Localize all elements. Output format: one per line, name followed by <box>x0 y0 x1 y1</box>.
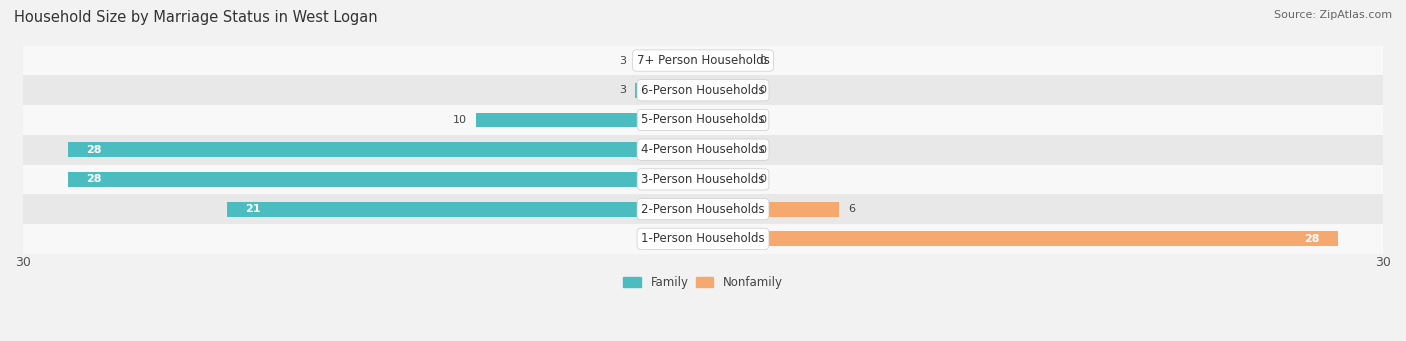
Bar <box>22 135 1384 165</box>
Bar <box>69 172 703 187</box>
Bar <box>703 232 1337 246</box>
Bar <box>226 202 703 217</box>
Text: 1-Person Households: 1-Person Households <box>641 232 765 245</box>
Bar <box>22 165 1384 194</box>
Bar <box>703 172 748 187</box>
Bar <box>22 75 1384 105</box>
Text: 28: 28 <box>86 174 101 184</box>
Text: 0: 0 <box>759 56 766 65</box>
Bar <box>69 142 703 157</box>
Text: 6: 6 <box>848 204 855 214</box>
Bar <box>22 194 1384 224</box>
Bar <box>703 83 748 98</box>
Text: Household Size by Marriage Status in West Logan: Household Size by Marriage Status in Wes… <box>14 10 378 25</box>
Bar <box>477 113 703 128</box>
Text: 5-Person Households: 5-Person Households <box>641 114 765 127</box>
Bar <box>703 142 748 157</box>
Text: 10: 10 <box>453 115 467 125</box>
Text: 3-Person Households: 3-Person Households <box>641 173 765 186</box>
Text: 0: 0 <box>759 174 766 184</box>
Text: 4-Person Households: 4-Person Households <box>641 143 765 156</box>
Bar <box>703 53 748 68</box>
Text: 28: 28 <box>86 145 101 155</box>
Bar <box>703 202 839 217</box>
Text: 0: 0 <box>759 145 766 155</box>
Text: 21: 21 <box>245 204 260 214</box>
Text: 3: 3 <box>619 56 626 65</box>
Bar <box>22 46 1384 75</box>
Text: 0: 0 <box>759 115 766 125</box>
Text: 3: 3 <box>619 85 626 95</box>
Bar <box>22 224 1384 254</box>
Text: 2-Person Households: 2-Person Households <box>641 203 765 216</box>
Text: 28: 28 <box>1305 234 1320 244</box>
Legend: Family, Nonfamily: Family, Nonfamily <box>619 271 787 294</box>
Text: 0: 0 <box>759 85 766 95</box>
Text: 7+ Person Households: 7+ Person Households <box>637 54 769 67</box>
Bar <box>636 53 703 68</box>
Bar <box>636 83 703 98</box>
Text: 6-Person Households: 6-Person Households <box>641 84 765 97</box>
Bar <box>703 113 748 128</box>
Bar <box>22 105 1384 135</box>
Text: Source: ZipAtlas.com: Source: ZipAtlas.com <box>1274 10 1392 20</box>
